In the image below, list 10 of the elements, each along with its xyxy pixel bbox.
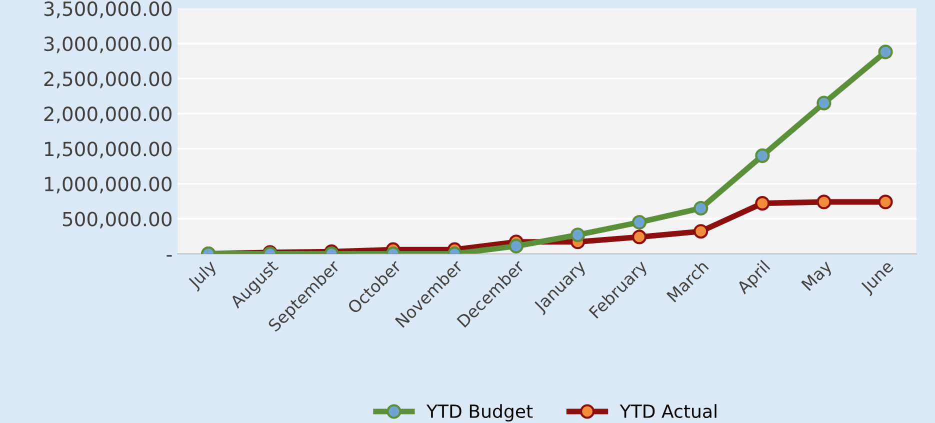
y-tick-label: 2,000,000.00 <box>44 106 172 124</box>
y-tick-label: - <box>166 255 172 257</box>
y-tick-label: 1,500,000.00 <box>45 142 172 158</box>
y-tick-label: 1,000,000.00 <box>45 176 172 194</box>
y-tick-label: 2,500,000.00 <box>44 72 172 88</box>
legend-label: YTD Actual <box>620 404 716 418</box>
y-tick-label: 3,000,000.00 <box>44 36 172 54</box>
y-tick-label: 500,000.00 <box>62 212 172 228</box>
y-tick-label: 3,500,000.00 <box>44 1 172 18</box>
legend-label: YTD Budget <box>426 404 533 422</box>
